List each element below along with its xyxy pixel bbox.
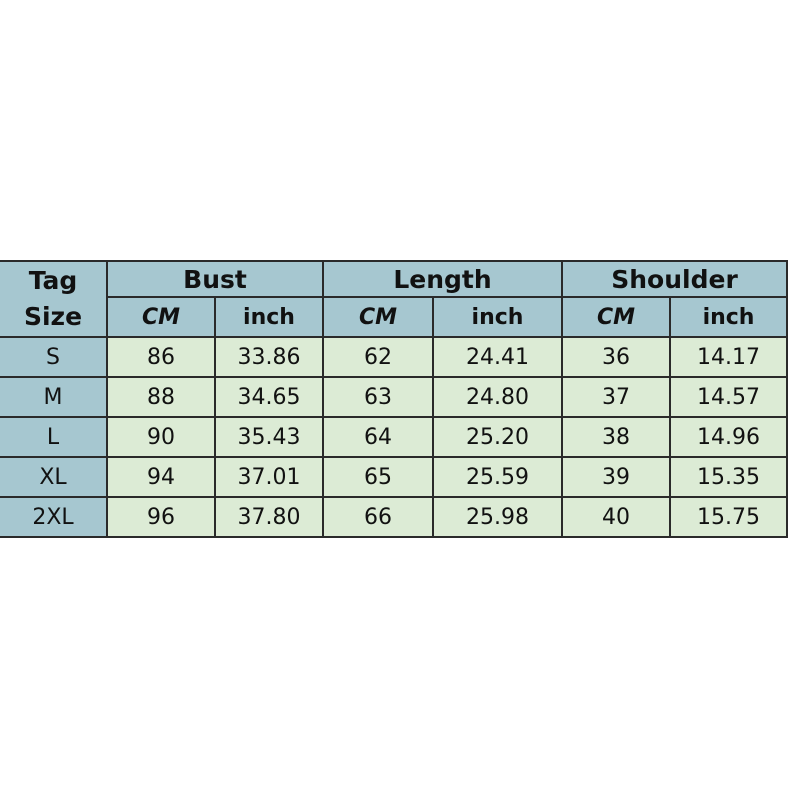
shoulder-header: Shoulder — [561, 260, 789, 298]
unit-cm: CM — [561, 296, 672, 338]
size-cell: L — [0, 416, 108, 458]
value-cell: 25.20 — [431, 416, 564, 458]
table-row: M 88 34.65 63 24.80 37 14.57 — [0, 376, 789, 418]
value-cell: 37.01 — [214, 456, 324, 498]
value-cell: 24.41 — [431, 336, 564, 378]
value-cell: 39 — [561, 456, 672, 498]
table-row: 2XL 96 37.80 66 25.98 40 15.75 — [0, 496, 789, 538]
value-cell: 88 — [106, 376, 216, 418]
value-cell: 37 — [561, 376, 672, 418]
value-cell: 64 — [322, 416, 434, 458]
value-cell: 90 — [106, 416, 216, 458]
value-cell: 14.96 — [669, 416, 789, 458]
value-cell: 40 — [561, 496, 672, 538]
value-cell: 63 — [322, 376, 434, 418]
value-cell: 35.43 — [214, 416, 324, 458]
header-row-groups: Tag Size Bust Length Shoulder — [0, 260, 789, 338]
value-cell: 14.17 — [669, 336, 789, 378]
value-cell: 96 — [106, 496, 216, 538]
header-row-units: CM inch CM inch CM inch — [0, 296, 789, 338]
unit-cm: CM — [107, 296, 216, 338]
unit-inch: inch — [214, 296, 324, 338]
value-cell: 24.80 — [431, 376, 564, 418]
value-cell: 36 — [561, 336, 672, 378]
bust-header: Bust — [106, 260, 324, 298]
length-header: Length — [321, 260, 564, 298]
value-cell: 62 — [322, 336, 434, 378]
value-cell: 65 — [322, 456, 434, 498]
value-cell: 38 — [561, 416, 672, 458]
value-cell: 14.57 — [669, 376, 789, 418]
tag-size-header: Tag Size — [0, 260, 108, 338]
unit-inch: inch — [669, 296, 789, 338]
size-cell: M — [0, 376, 108, 418]
value-cell: 34.65 — [214, 376, 324, 418]
value-cell: 15.35 — [669, 456, 789, 498]
tag-label: Tag — [28, 266, 78, 295]
table-row: XL 94 37.01 65 25.59 39 15.35 — [0, 456, 789, 498]
size-cell: 2XL — [0, 496, 108, 538]
value-cell: 66 — [322, 496, 434, 538]
value-cell: 37.80 — [214, 496, 324, 538]
value-cell: 15.75 — [669, 496, 789, 538]
size-cell: S — [0, 336, 108, 378]
unit-inch: inch — [431, 296, 564, 338]
size-cell: XL — [0, 456, 108, 498]
size-label: Size — [23, 302, 83, 331]
value-cell: 33.86 — [214, 336, 324, 378]
table-row: L 90 35.43 64 25.20 38 14.96 — [0, 416, 789, 458]
table-row: S 86 33.86 62 24.41 36 14.17 — [0, 336, 789, 378]
size-chart-table: Tag Size Bust Length Shoulder CM inch CM … — [0, 260, 789, 538]
value-cell: 86 — [106, 336, 216, 378]
unit-cm: CM — [322, 296, 434, 338]
value-cell: 94 — [106, 456, 216, 498]
value-cell: 25.59 — [431, 456, 564, 498]
value-cell: 25.98 — [431, 496, 564, 538]
